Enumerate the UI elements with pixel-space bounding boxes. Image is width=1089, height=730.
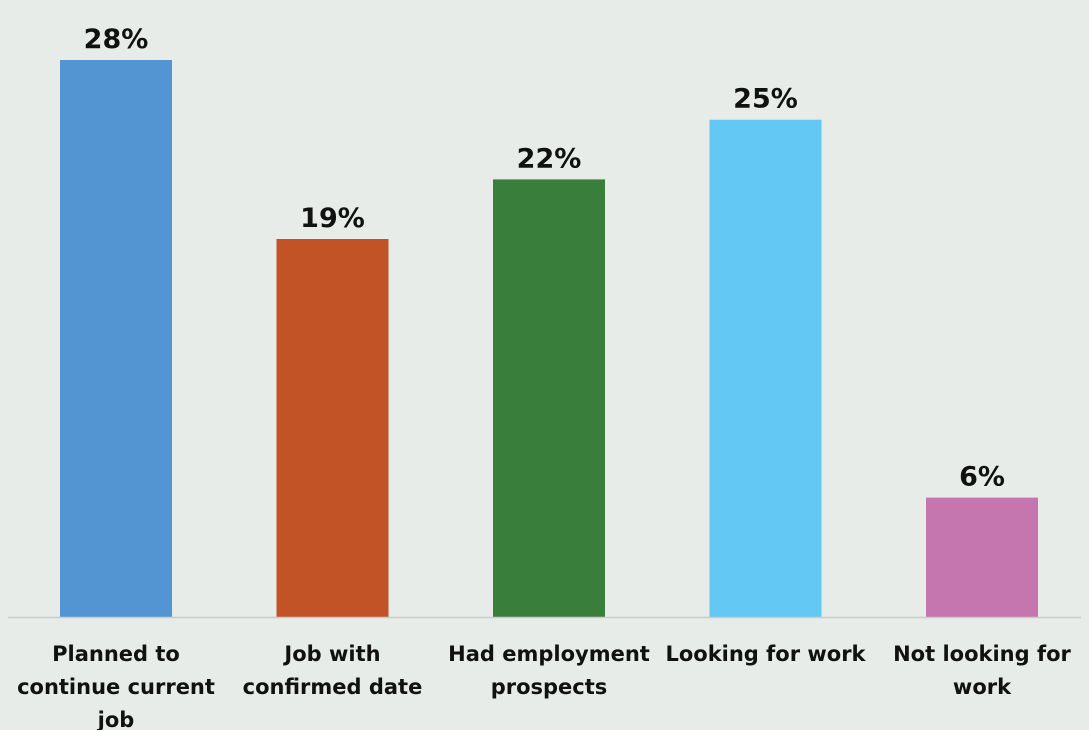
category-label-2: Had employment prospects [448, 642, 650, 699]
value-label-0: 28% [84, 24, 149, 55]
category-label-3-line-0: Looking for work [665, 642, 866, 666]
category-label-0: Planned to continue current job [17, 642, 215, 730]
category-label-1-line-0: Job with [282, 642, 380, 666]
category-label-4-line-1: work [953, 675, 1012, 699]
value-label-4: 6% [959, 462, 1005, 493]
category-labels-layer: Planned to continue current job Job with con… [17, 642, 1071, 730]
bar-0 [60, 60, 172, 617]
category-label-4: Not looking for work [893, 642, 1071, 699]
category-label-2-line-0: Had employment [448, 642, 650, 666]
category-label-0-line-0: Planned to [52, 642, 180, 666]
bars-layer [60, 60, 1038, 617]
value-label-1: 19% [300, 203, 365, 234]
category-label-3: Looking for work [665, 642, 866, 666]
value-labels-layer: 28% 19% 22% 25% 6% [84, 24, 1005, 493]
bar-4 [926, 497, 1038, 617]
category-label-1: Job with confirmed date [243, 642, 423, 699]
bar-1 [276, 239, 389, 617]
category-label-0-line-1: continue current [17, 675, 215, 699]
category-label-0-line-2: job [97, 708, 135, 730]
bar-3 [709, 119, 822, 617]
category-label-1-line-1: confirmed date [243, 675, 423, 699]
category-label-2-line-1: prospects [491, 675, 608, 699]
category-label-4-line-0: Not looking for [893, 642, 1071, 666]
value-label-2: 22% [517, 143, 582, 174]
bar-2 [493, 179, 605, 617]
value-label-3: 25% [733, 84, 798, 115]
